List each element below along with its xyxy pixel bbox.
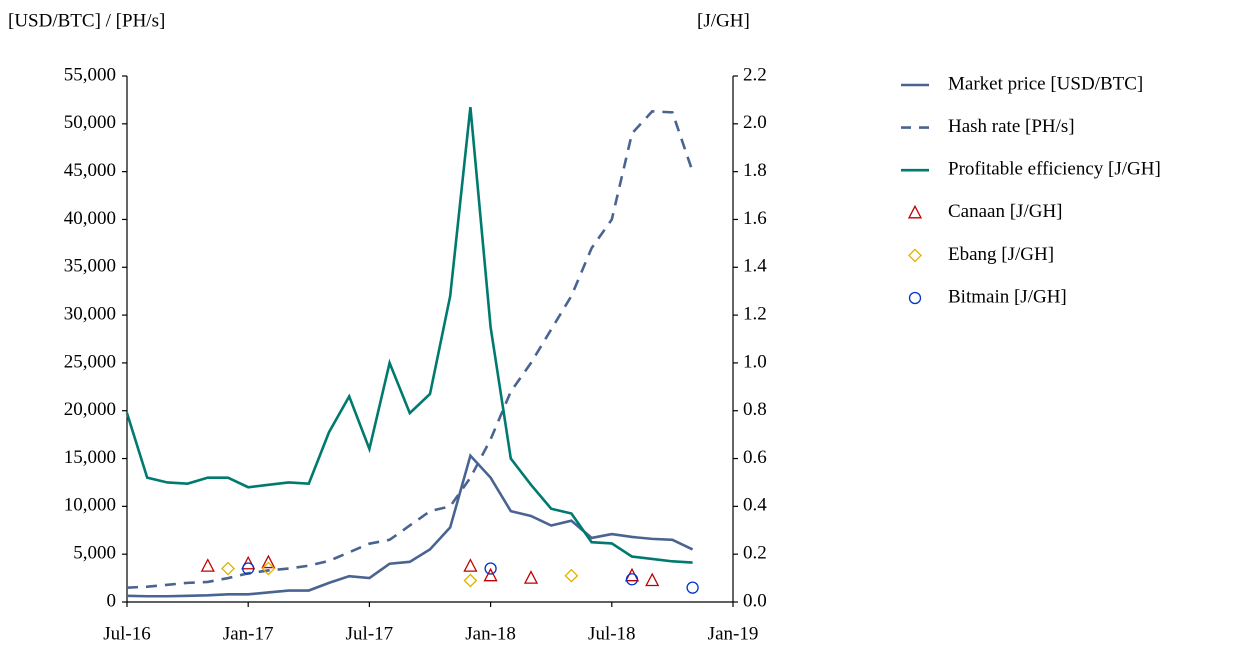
marker <box>261 561 276 576</box>
legend-swatch <box>907 204 923 219</box>
marker <box>463 558 478 572</box>
y-tick-label: 30,000 <box>64 303 116 324</box>
marker <box>261 554 276 569</box>
x-tick-label: Jan-18 <box>465 623 516 644</box>
y-tick-label: 20,000 <box>64 399 116 420</box>
y-tick-label: 50,000 <box>64 112 116 133</box>
x-tick-label: Jan-17 <box>223 623 274 644</box>
marker <box>523 570 539 584</box>
y2-tick-label: 1.4 <box>743 256 767 277</box>
y2-axis-label: [J/GH] <box>697 10 750 31</box>
y-tick-label: 0 <box>107 590 117 611</box>
y-tick-label: 40,000 <box>64 208 116 229</box>
y-axis-label: [USD/BTC] / [PH/s] <box>8 10 165 31</box>
y-tick-label: 35,000 <box>64 256 116 277</box>
y2-tick-label: 1.6 <box>743 208 767 229</box>
marker <box>645 572 660 587</box>
legend-swatch <box>908 248 922 263</box>
legend-label: Ebang [J/GH] <box>948 244 1054 265</box>
line <box>126 453 694 598</box>
y2-tick-label: 0.8 <box>743 399 767 420</box>
marker <box>686 581 699 594</box>
marker <box>483 567 498 582</box>
marker <box>221 561 235 576</box>
y-tick-label: 5,000 <box>73 543 116 564</box>
legend-swatch <box>908 291 922 305</box>
legend-label: Canaan [J/GH] <box>948 201 1063 222</box>
line <box>126 110 694 589</box>
legend-label: Market price [USD/BTC] <box>948 73 1143 94</box>
x-tick-label: Jul-17 <box>346 623 394 644</box>
marker <box>463 573 478 588</box>
marker <box>625 573 639 586</box>
y-tick-label: 10,000 <box>64 495 116 516</box>
y2-tick-label: 0.4 <box>743 495 767 516</box>
y-tick-label: 15,000 <box>64 447 116 468</box>
y2-tick-label: 0.6 <box>743 447 767 468</box>
y2-tick-label: 1.8 <box>743 160 767 181</box>
y-tick-label: 25,000 <box>64 351 116 372</box>
x-tick-label: Jul-18 <box>588 623 636 644</box>
y2-tick-label: 1.0 <box>743 351 767 372</box>
y2-tick-label: 0.2 <box>743 543 767 564</box>
marker <box>200 558 215 572</box>
marker <box>242 562 255 575</box>
legend-label: Hash rate [PH/s] <box>948 116 1075 137</box>
x-tick-label: Jan-19 <box>708 623 759 644</box>
y-tick-label: 45,000 <box>64 160 116 181</box>
y-tick-label: 55,000 <box>64 64 116 85</box>
legend-label: Bitmain [J/GH] <box>948 286 1067 307</box>
marker <box>484 562 497 575</box>
marker <box>564 568 579 583</box>
y2-tick-label: 2.0 <box>743 112 767 133</box>
x-tick-label: Jul-16 <box>103 623 151 644</box>
y2-tick-label: 1.2 <box>743 303 767 324</box>
legend-label: Profitable efficiency [J/GH] <box>948 159 1161 180</box>
line <box>125 106 693 564</box>
y2-tick-label: 2.2 <box>743 64 767 85</box>
marker <box>241 555 256 570</box>
y2-tick-label: 0.0 <box>743 590 767 611</box>
